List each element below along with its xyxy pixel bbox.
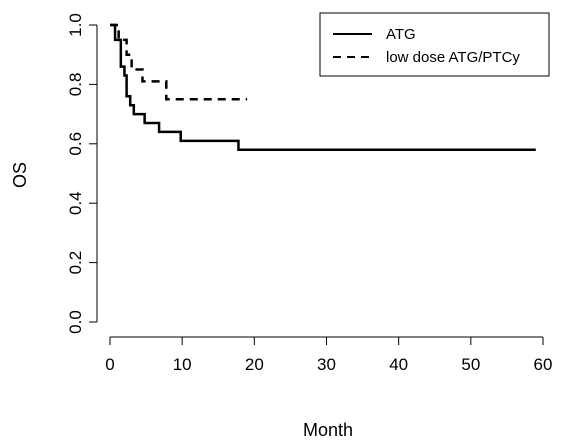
series-line-0: [110, 23, 536, 151]
x-axis: 0 10 20 30 40 50 60: [105, 336, 553, 374]
y-tick-label: 0.4: [66, 191, 85, 215]
y-tick-label: 1.0: [66, 13, 85, 37]
x-tick-label: 20: [245, 355, 264, 374]
legend: ATG low dose ATG/PTCy: [319, 12, 550, 77]
x-tick-label: 50: [461, 355, 480, 374]
x-axis-title: Month: [303, 420, 353, 440]
x-tick-label: 60: [534, 355, 553, 374]
series-layer: [110, 23, 536, 151]
legend-label-low-dose: low dose ATG/PTCy: [386, 49, 520, 66]
y-tick-label: 0.0: [66, 310, 85, 334]
legend-label-atg: ATG: [386, 26, 416, 43]
x-tick-label: 10: [173, 355, 192, 374]
x-tick-label: 30: [317, 355, 336, 374]
y-axis: 0.0 0.2 0.4 0.6 0.8 1.0: [66, 13, 98, 334]
x-tick-label: 40: [389, 355, 408, 374]
y-axis-title: OS: [10, 162, 30, 188]
y-tick-label: 0.8: [66, 73, 85, 97]
x-tick-label: 0: [105, 355, 114, 374]
y-tick-label: 0.2: [66, 251, 85, 275]
legend-box: [319, 12, 550, 77]
y-tick-label: 0.6: [66, 132, 85, 156]
series-line-1: [110, 23, 248, 101]
